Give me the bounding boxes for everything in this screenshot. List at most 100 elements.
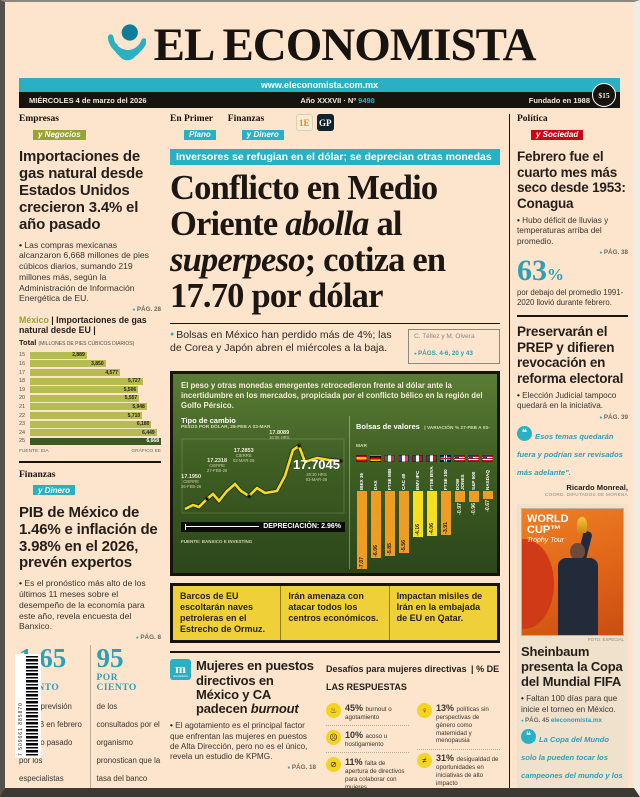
stock-index-bar [454, 491, 465, 503]
bolsas-subtitle: | VARIACIÓN % 27-FEB A 03-MAR [356, 425, 490, 449]
fx-chart-subtitle: PESOS POR DÓLAR, 26-FEB A 03-MAR [181, 424, 271, 430]
prep-headline: Preservarán el PREP y difieren revocació… [517, 324, 624, 386]
rain-deficit-stat: 63% por debajo del promedio 1991-2020 ll… [517, 253, 624, 307]
fr-flag-icon [398, 454, 410, 463]
conflict-alert-item: Irán amenaza con atacar todos los centro… [280, 586, 388, 641]
desafios-infographic: Desafíos para mujeres directivas | % DE … [326, 659, 500, 789]
stock-index-name: NASDAQ [485, 470, 491, 491]
gas-bar-value: 2,889 [72, 352, 85, 359]
de-flag-icon [370, 454, 382, 463]
es-flag-icon [356, 454, 368, 463]
stock-index-value: -0.96 [470, 502, 477, 515]
gas-bar: 6,449 [30, 429, 157, 437]
quote-icon: ❝ [517, 425, 532, 441]
stock-index-value: -4.16 [414, 524, 421, 537]
stock-index-column: NASDAQ -0.67 [482, 454, 494, 570]
conagua-summary: Hubo déficit de lluvias y temperaturas a… [517, 216, 628, 247]
stock-index-value: -7.07 [358, 556, 365, 569]
gas-bar-value: 4,577 [105, 369, 118, 376]
gas-bar-value: 5,506 [123, 386, 137, 393]
gas-imports-headline: Importaciones de gas natural desde Estad… [19, 148, 144, 233]
stock-index-value: -5.56 [400, 539, 407, 552]
kicker: Inversores se refugian en el dólar; se d… [170, 149, 500, 165]
stock-index-column: FTSE BIVA -4.06 [426, 454, 438, 570]
gas-bar: 5,506 [30, 386, 139, 394]
page-ref: PÁG. 38 [517, 249, 628, 256]
stock-index-bar: -4.16 [412, 491, 423, 538]
inequality-icon: ≠ [417, 753, 432, 768]
conflict-alert-item: Barcos de EU escoltarán naves petroleras… [180, 591, 266, 635]
desafio-stat: ⊘ 11% falta de apertura de directivos par… [326, 753, 409, 788]
gas-bar-value: 5,727 [127, 378, 141, 385]
mx-flag-icon [426, 454, 438, 463]
stock-index-name: CAC 40 [401, 474, 407, 491]
section-tag-politica: Política y Sociedad [517, 114, 584, 142]
date: MIÉRCOLES 4 de marzo del 2026 [29, 95, 147, 105]
gas-bar-value: 6,449 [142, 429, 155, 436]
gas-bar-row: 23 6,180 [19, 420, 161, 429]
website-url: www.eleconomista.com.mx [260, 80, 379, 90]
gender-policy-icon: ♀ [417, 702, 432, 718]
gas-chart-subtitle: Total (MILLONES DE PIES CÚBICOS DIARIOS) [19, 338, 135, 348]
gas-year-label: 15 [19, 352, 26, 359]
stock-index-value: -3.91 [442, 521, 449, 534]
gas-bar-value: 3,850 [91, 360, 104, 367]
stock-index-value: -5.85 [386, 543, 393, 555]
byline-authors: C. Téllez y M. Olvera [414, 332, 475, 340]
stock-index-column: BMV IPC -4.16 [412, 454, 424, 570]
founded: Fundado en 1988 [528, 95, 590, 105]
gas-bar: 5,710 [30, 412, 143, 420]
gas-bar-row: 24 6,449 [19, 428, 161, 437]
us-flag-icon [454, 454, 466, 463]
stock-index-name: S&P 500 [471, 472, 477, 491]
stock-index-name: DAX [373, 480, 379, 491]
gas-bar: 5,557 [30, 394, 140, 402]
pib-summary: Es el pronóstico más alto de los últimos… [19, 578, 161, 632]
gas-bar: 4,577 [30, 369, 120, 377]
closed-door-icon: ⊘ [326, 756, 341, 772]
price-badge: $15 [592, 83, 616, 107]
main-lede: Bolsas en México han perdido más de 4%; … [170, 329, 400, 364]
sheinbaum-quote: ❝ La Copa del Mundo solo la pueden tocar… [521, 728, 623, 797]
desafio-stat: ☹ 10% acoso u hostigamiento [326, 726, 409, 754]
stock-index-name: FTSE 100 [443, 469, 449, 491]
desafio-stat: ≠ 31% desigualdad de oportunidades en ini… [417, 750, 500, 789]
barcode: 7 509661 885870 [15, 654, 41, 758]
gas-year-label: 25 [19, 438, 26, 445]
stock-index-name: DOW JONES [454, 474, 465, 491]
desafios-subtitle: | % DE LAS RESPUESTAS [326, 664, 500, 693]
center-bottom-section: m eleconomista Mujeres en puestos directi… [170, 651, 500, 789]
gas-year-label: 20 [19, 395, 26, 402]
fx-line [181, 438, 345, 514]
info-bar: MIÉRCOLES 4 de marzo del 2026 Año XXXVII… [19, 83, 620, 108]
mujeres-headline: Mujeres en puestos directivos en México … [196, 658, 314, 717]
el-economista-m-logo-icon: m eleconomista [170, 659, 191, 681]
chart-source: FUENTE: EIA [19, 448, 49, 454]
page-ref: PÁG. 39 [517, 414, 628, 421]
gas-bar-row: 22 5,710 [19, 411, 161, 420]
fx-point-3: 17.2853 CIERRE 02-MAR-26 [233, 447, 255, 464]
desafio-stat: ♀ 13% políticas sin perspectivas de géner… [417, 699, 500, 750]
gas-bar: 6,180 [30, 420, 152, 428]
gas-bar-value: 6,180 [136, 421, 150, 428]
sheinbaum-trophy-photo: WORLD CUP™ Trophy Tour [521, 507, 624, 636]
gas-bar: 2,889 [30, 351, 87, 359]
stock-markets-bar-chart: Bolsas de valores | VARIACIÓN % 27-FEB A… [349, 415, 494, 570]
stock-index-value: -0.97 [456, 503, 463, 515]
page-ref: PÁG. 28 [19, 306, 161, 313]
conagua-headline: Febrero fue el cuarto mes más seco desde… [517, 149, 626, 211]
stock-index-value: -4.06 [428, 523, 435, 536]
gas-year-label: 22 [19, 412, 26, 419]
photo-credit: FOTO: ESPECIAL [587, 636, 624, 642]
center-column: En Primer Plano Finanzas y Dinero 1E GP … [170, 114, 500, 789]
gas-year-label: 21 [19, 403, 26, 410]
gas-bar: 5,727 [30, 377, 143, 385]
exchange-rate-line-chart: Tipo de cambio PESOS POR DÓLAR, 26-FEB A… [181, 416, 349, 544]
desafio-text: 13% políticas sin perspectivas de género… [436, 702, 489, 745]
mujeres-summary: El agotamiento es el principal factor qu… [170, 721, 316, 762]
gas-bar: 6,668 [30, 437, 161, 445]
byline-pages: PÁGS. 4-6, 20 y 43 [414, 350, 473, 357]
fx-chart-title: Tipo de cambio [181, 415, 236, 425]
fx-point-2: 17.2318 CIERRE 27-FEB-26 [207, 457, 228, 474]
prep-summary: Elección Judicial tampoco quedará en la … [517, 391, 628, 412]
